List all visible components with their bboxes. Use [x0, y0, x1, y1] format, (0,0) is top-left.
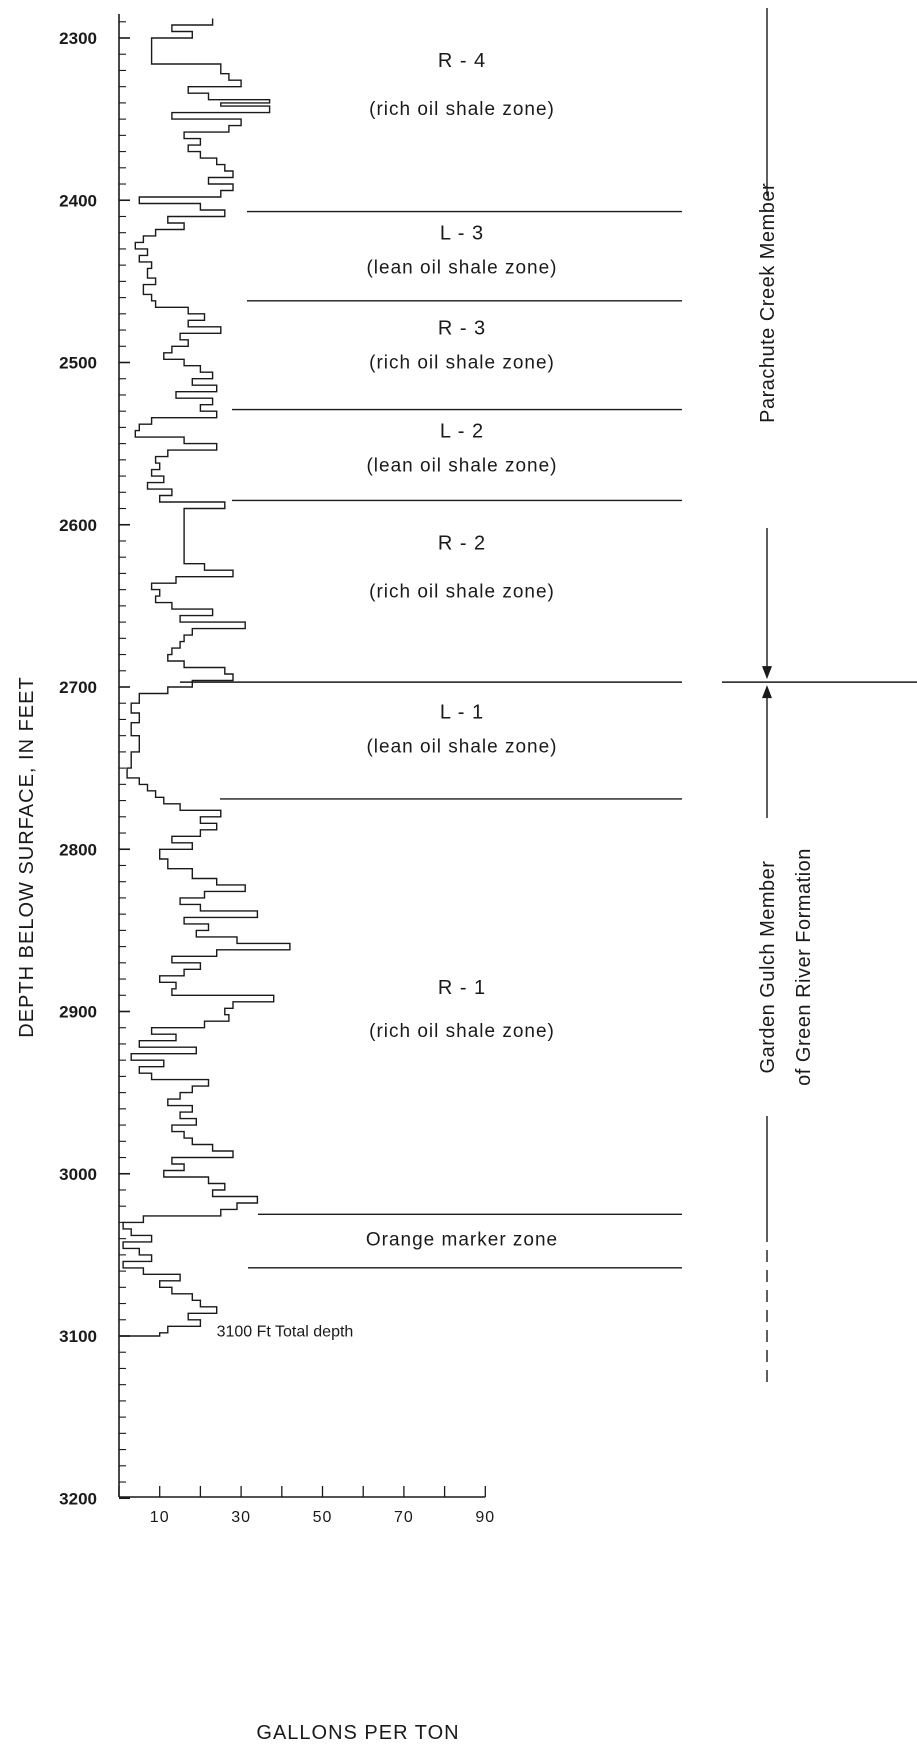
y-tick-label: 2300 [59, 29, 97, 48]
zone-name-label: R - 3 [438, 318, 486, 340]
x-tick-label: 50 [313, 1509, 333, 1526]
x-tick-label: 70 [394, 1509, 414, 1526]
zone-name-label: L - 3 [440, 222, 484, 244]
zone-description-label: (lean oil shale zone) [366, 257, 557, 278]
gallons-per-ton-trace [119, 18, 291, 1337]
x-tick-label: 90 [475, 1509, 495, 1526]
y-tick-label: 3200 [59, 1489, 97, 1508]
zone-description-label: (rich oil shale zone) [369, 353, 555, 374]
green-river-formation-label: of Green River Formation [793, 848, 815, 1086]
gallons-per-ton-step-line [119, 18, 291, 1337]
zone-name-label: R - 2 [438, 532, 486, 554]
arrow-down-icon [762, 666, 772, 680]
zone-description-label: (lean oil shale zone) [366, 736, 557, 757]
y-axis-title: DEPTH BELOW SURFACE, IN FEET [16, 676, 38, 1037]
zone-description-label: (rich oil shale zone) [369, 1021, 555, 1042]
y-tick-label: 2600 [59, 516, 97, 535]
zone-name-label: Orange marker zone [366, 1229, 558, 1250]
y-tick-label: 3100 [59, 1327, 97, 1346]
zone-description-label: (rich oil shale zone) [369, 99, 555, 120]
y-tick-label: 2500 [59, 354, 97, 373]
y-tick-label: 2700 [59, 678, 97, 697]
x-tick-label: 30 [231, 1509, 251, 1526]
zone-name-label: R - 1 [438, 977, 486, 999]
parachute-creek-member-label: Parachute Creek Member [757, 183, 779, 423]
zone-name-label: L - 2 [440, 421, 484, 443]
zone-boundaries [180, 210, 682, 1269]
member-column: Parachute Creek Member Garden Gulch Membe… [722, 8, 917, 1384]
y-tick-label: 2900 [59, 1003, 97, 1022]
garden-gulch-member-label: Garden Gulch Member [757, 861, 779, 1074]
x-axis-title: GALLONS PER TON [256, 1722, 459, 1744]
zone-labels: R - 4 (rich oil shale zone) L - 3 (lean oil… [366, 50, 558, 1250]
arrow-up-icon [762, 685, 772, 699]
y-tick-label: 2800 [59, 840, 97, 859]
annotations: 3100 Ft Total depth [217, 1324, 354, 1341]
zone-name-label: R - 4 [438, 50, 486, 72]
y-tick-label: 2400 [59, 191, 97, 210]
total-depth-annotation: 3100 Ft Total depth [217, 1324, 354, 1341]
y-tick-label: 3000 [59, 1165, 97, 1184]
y-axis: 2300 2400 2500 2600 2700 2800 2900 3000 3100 3200 [59, 14, 130, 1508]
x-axis: 10 30 50 70 90 [118, 1486, 495, 1526]
zone-name-label: L - 1 [440, 701, 484, 723]
x-tick-label: 10 [150, 1509, 170, 1526]
zone-description-label: (lean oil shale zone) [366, 456, 557, 477]
zone-description-label: (rich oil shale zone) [369, 581, 555, 602]
